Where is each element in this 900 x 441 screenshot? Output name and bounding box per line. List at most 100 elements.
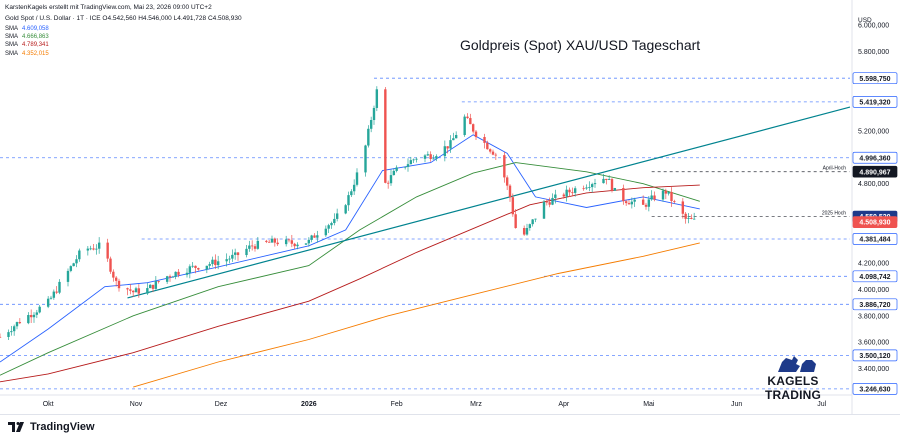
candle-body bbox=[395, 167, 398, 171]
candle-body bbox=[571, 192, 574, 194]
candle-body bbox=[443, 146, 447, 157]
candle-body bbox=[463, 116, 466, 136]
tradingview-brand: TradingView bbox=[30, 421, 95, 433]
candle-body bbox=[483, 137, 486, 143]
time-tick-label: Dez bbox=[215, 401, 228, 408]
legend-sma-2[interactable]: SMA 4.666,863 bbox=[5, 34, 49, 41]
sma-line-2 bbox=[0, 162, 700, 376]
candle-body bbox=[12, 326, 16, 332]
candle-body bbox=[486, 142, 489, 150]
candle-body bbox=[256, 240, 260, 249]
candle-body bbox=[208, 264, 211, 266]
chart-title: Goldpreis (Spot) XAU/USD Tageschart bbox=[460, 37, 701, 53]
candle-body bbox=[290, 240, 294, 244]
price-tick-label: 5.200,000 bbox=[858, 128, 889, 135]
candle-body bbox=[148, 284, 152, 289]
badge-level-7-bg bbox=[852, 298, 898, 311]
badge-level-8-bg bbox=[852, 349, 898, 362]
legend-sma-1[interactable]: SMA 4.609,058 bbox=[5, 26, 49, 32]
candle-body bbox=[435, 156, 438, 159]
badge-level-2-bg bbox=[852, 151, 898, 164]
candle-body bbox=[426, 154, 430, 156]
candle-body bbox=[392, 170, 396, 176]
candle-body bbox=[310, 235, 313, 240]
candle-body bbox=[491, 151, 495, 155]
candle-body bbox=[494, 154, 498, 156]
candle-body bbox=[316, 235, 319, 238]
candle-body bbox=[270, 238, 274, 243]
candle-body bbox=[236, 252, 240, 256]
candle-body bbox=[117, 280, 121, 289]
candle-body bbox=[505, 177, 509, 186]
candle-body bbox=[231, 254, 234, 259]
candle-body bbox=[667, 192, 670, 194]
indicator-legend: SMA 4.609,058 SMA 4.666,863 SMA 4.789,341 S… bbox=[5, 25, 49, 58]
candle-body bbox=[86, 248, 90, 251]
candle-body bbox=[188, 266, 192, 273]
candle-body bbox=[78, 250, 81, 260]
candle-body bbox=[333, 218, 336, 224]
candle-body bbox=[276, 242, 279, 245]
candle-body bbox=[287, 239, 291, 241]
candle-body bbox=[542, 201, 546, 219]
candle-body bbox=[389, 175, 393, 184]
candle-body bbox=[72, 263, 75, 267]
candle-body bbox=[307, 239, 311, 244]
symbol-ohlc-line[interactable]: Gold Spot / U.S. Dollar · 1T · ICE O4.54… bbox=[5, 15, 242, 22]
sma-lines bbox=[0, 134, 700, 388]
candle-body bbox=[522, 228, 526, 235]
candle-body bbox=[18, 322, 22, 324]
bull-bear-logo-icon bbox=[778, 356, 816, 372]
time-tick-label: Mrz bbox=[470, 401, 482, 408]
candle-body bbox=[335, 213, 339, 219]
candle-body bbox=[588, 187, 591, 188]
candle-body bbox=[355, 172, 359, 185]
candle-body bbox=[641, 199, 645, 205]
candle-body bbox=[525, 228, 529, 235]
candle-body bbox=[681, 201, 685, 214]
price-levels: April-Hoch 2025 Hoch bbox=[0, 77, 850, 390]
tradingview-logo-icon bbox=[8, 422, 24, 432]
price-chart[interactable]: April-Hoch 2025 Hoch 6.000,000 5.800,000 5.… bbox=[0, 0, 900, 414]
candle-body bbox=[565, 189, 568, 197]
candle-body bbox=[412, 159, 415, 161]
candle-body bbox=[610, 179, 614, 191]
candle-body bbox=[10, 331, 13, 333]
candle-body bbox=[514, 214, 517, 229]
price-tick-label: 6.000,000 bbox=[858, 23, 889, 30]
legend-sma-4[interactable]: SMA 4.352,015 bbox=[5, 50, 49, 57]
badge-current-price-bg bbox=[852, 216, 898, 228]
badge-level-7: 3.886,720 bbox=[859, 302, 890, 309]
chart-credit: KarstenKagels erstellt mit TradingView.c… bbox=[5, 4, 212, 11]
candle-body bbox=[171, 276, 175, 278]
candle-body bbox=[35, 312, 39, 315]
candle-body bbox=[622, 187, 625, 202]
candle-body bbox=[211, 259, 214, 265]
badge-level-6-bg bbox=[852, 270, 898, 283]
candle-body bbox=[228, 258, 231, 260]
candle-body bbox=[58, 281, 61, 293]
candle-body bbox=[114, 277, 118, 281]
candle-body bbox=[548, 202, 551, 205]
candle-body bbox=[95, 248, 98, 250]
candle-body bbox=[372, 107, 376, 121]
candle-body bbox=[112, 271, 115, 278]
legend-sma-3[interactable]: SMA 4.789,341 bbox=[5, 42, 49, 49]
candle-body bbox=[528, 224, 532, 229]
candle-body bbox=[265, 240, 268, 242]
candle-body bbox=[38, 306, 41, 313]
candle-body bbox=[52, 291, 56, 298]
badge-level-0-bg bbox=[852, 72, 898, 85]
badge-level-2: 4.996,360 bbox=[859, 155, 890, 162]
candle-body bbox=[106, 242, 109, 259]
candle-body bbox=[690, 217, 693, 219]
time-tick-label: Mai bbox=[643, 401, 655, 408]
candle-body bbox=[304, 243, 308, 245]
candle-body bbox=[194, 265, 197, 269]
candle-body bbox=[469, 118, 472, 125]
sma-line-3 bbox=[0, 184, 700, 383]
candle-body bbox=[627, 203, 631, 205]
candle-body bbox=[75, 259, 78, 264]
candle-body bbox=[97, 242, 101, 249]
tradingview-logo[interactable]: TradingView bbox=[8, 421, 95, 433]
